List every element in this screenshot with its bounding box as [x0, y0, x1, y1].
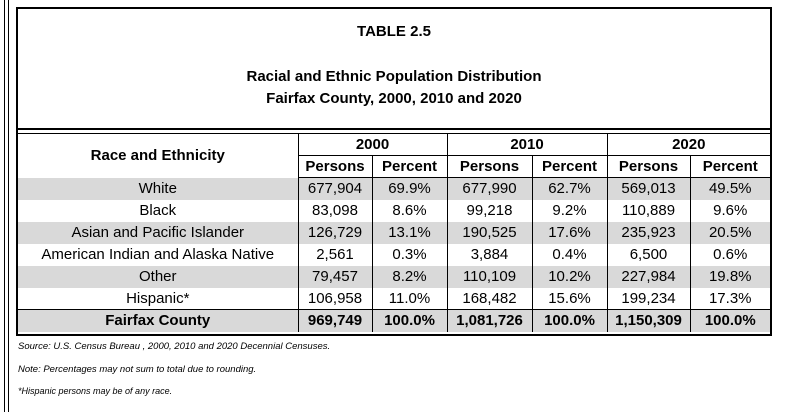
cell-value: 110,889	[607, 199, 691, 222]
table-title: Racial and Ethnic Population Distributio…	[246, 68, 542, 85]
cell-value: 9.2%	[532, 199, 608, 222]
cell-value: 15.6%	[532, 287, 608, 310]
percent-header: Percent	[372, 155, 448, 178]
table-number: TABLE 2.5	[357, 23, 431, 40]
row-label: Other	[18, 265, 299, 288]
persons-header: Persons	[447, 155, 533, 178]
left-margin-rule-inner	[8, 0, 9, 412]
persons-header: Persons	[298, 155, 373, 178]
table-row: Hispanic* 106,958 11.0% 168,482 15.6% 19…	[18, 287, 770, 310]
source-note: Source: U.S. Census Bureau , 2000, 2010 …	[18, 341, 331, 352]
table-subtitle: Fairfax County, 2000, 2010 and 2020	[266, 90, 522, 107]
cell-value: 8.6%	[372, 199, 448, 222]
cell-value: 677,904	[298, 177, 373, 200]
cell-value: 235,923	[607, 221, 691, 244]
cell-value: 83,098	[298, 199, 373, 222]
population-table: Race and Ethnicity 2000 2010 2020 Person…	[18, 133, 770, 332]
cell-value: 106,958	[298, 287, 373, 310]
cell-value: 17.6%	[532, 221, 608, 244]
year-header-2010: 2010	[447, 133, 608, 156]
left-margin-rule	[4, 0, 5, 412]
cell-value: 9.6%	[713, 202, 748, 219]
row-label: Black	[18, 199, 299, 222]
cell-value: 69.9%	[372, 177, 448, 200]
cell-value: 10.2%	[532, 265, 608, 288]
cell-value: 190,525	[447, 221, 533, 244]
table-row: Asian and Pacific Islander 126,729 13.1%…	[18, 221, 770, 244]
cell-value: 569,013	[607, 177, 691, 200]
race-ethnicity-header: Race and Ethnicity	[18, 133, 299, 178]
table-row: White 677,904 69.9% 677,990 62.7% 569,01…	[18, 177, 770, 200]
cell-value: 2,561	[298, 243, 373, 266]
percent-header: Percent	[532, 155, 608, 178]
cell-value: 0.4%	[532, 243, 608, 266]
total-value: 1,081,726	[447, 309, 533, 332]
total-row: Fairfax County 969,749 100.0% 1,081,726 …	[18, 309, 770, 332]
cell-value: 6,500	[607, 243, 691, 266]
cell-value: 3,884	[447, 243, 533, 266]
cell-value: 8.2%	[372, 265, 448, 288]
cell-value: 13.1%	[372, 221, 448, 244]
year-header-2000: 2000	[298, 133, 448, 156]
table-frame: TABLE 2.5 Racial and Ethnic Population D…	[16, 7, 772, 336]
table-row: American Indian and Alaska Native 2,561 …	[18, 243, 770, 266]
total-value: 100.0%	[690, 309, 770, 332]
total-value: 100.0%	[372, 309, 448, 332]
cell-value: 19.8%	[690, 265, 770, 288]
cell-value: 49.5%	[690, 177, 770, 200]
cell-value: 79,457	[298, 265, 373, 288]
cell-value: 17.3%	[708, 289, 752, 307]
percent-header: Percent	[690, 155, 770, 178]
cell-value: 99,218	[447, 199, 533, 222]
year-header-2020: 2020	[607, 133, 770, 156]
cell-value: 0.3%	[372, 243, 448, 266]
cell-value: 199,234	[607, 287, 691, 310]
row-label: White	[18, 177, 299, 200]
persons-header: Persons	[607, 155, 691, 178]
cell-value: 227,984	[607, 265, 691, 288]
rounding-note: Note: Percentages may not sum to total d…	[18, 364, 257, 375]
hispanic-note: *Hispanic persons may be of any race.	[18, 386, 173, 396]
cell-value: 677,990	[447, 177, 533, 200]
total-value: 100.0%	[532, 309, 608, 332]
total-value: 1,150,309	[607, 309, 691, 332]
cell-value: 62.7%	[532, 177, 608, 200]
table-title-box: TABLE 2.5 Racial and Ethnic Population D…	[18, 9, 770, 130]
total-label: Fairfax County	[18, 309, 299, 332]
row-label: Hispanic*	[18, 287, 299, 310]
cell-value: 20.5%	[690, 221, 770, 244]
cell-value: 11.0%	[372, 287, 448, 310]
row-label: American Indian and Alaska Native	[18, 243, 299, 266]
cell-value: 126,729	[298, 221, 373, 244]
total-value: 969,749	[298, 309, 373, 332]
table-row: Other 79,457 8.2% 110,109 10.2% 227,984 …	[18, 265, 770, 288]
cell-value: 110,109	[447, 265, 533, 288]
table-row: Black 83,098 8.6% 99,218 9.2% 110,889 9.…	[18, 199, 770, 222]
cell-value: 168,482	[447, 287, 533, 310]
row-label: Asian and Pacific Islander	[18, 221, 299, 244]
cell-value: 0.6%	[713, 246, 748, 263]
